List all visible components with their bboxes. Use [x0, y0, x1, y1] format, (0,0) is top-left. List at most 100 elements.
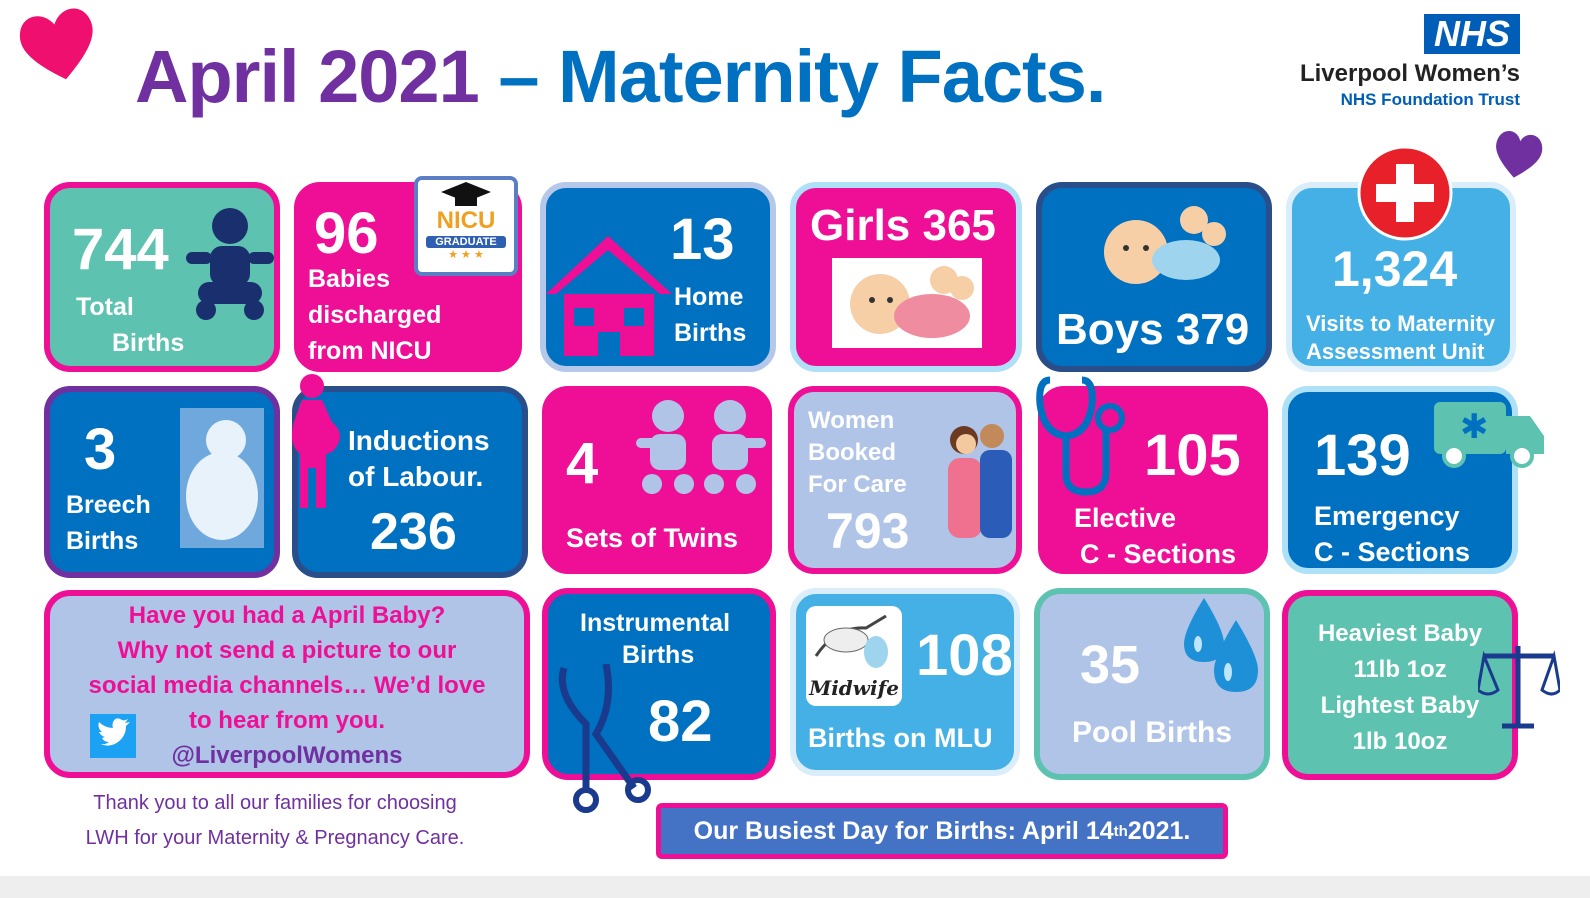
instrumental-card: Instrumental Births 82	[542, 588, 776, 780]
bottom-bar	[0, 876, 1590, 898]
ambulance-icon: ✱	[1434, 402, 1544, 468]
mlu-card: Midwife 108 Births on MLU	[790, 588, 1020, 776]
busiest-sup: th	[1113, 822, 1128, 840]
mau-label: Visits to Maternity	[1306, 311, 1496, 336]
pool-card: 35 Pool Births	[1034, 588, 1270, 780]
pool-label: Pool Births	[1072, 716, 1233, 749]
booked-label: Women	[808, 407, 895, 434]
twitter-icon[interactable]	[90, 714, 136, 758]
pregnant-woman-icon	[291, 374, 340, 508]
breech-card: 3 Breech Births	[44, 386, 280, 578]
elective-label: C - Sections	[1080, 539, 1237, 569]
home-births-label: Home	[674, 283, 744, 311]
total-births-card: 744 Total Births	[44, 182, 280, 372]
nicu-label: from NICU	[308, 337, 432, 365]
total-births-value: 744	[72, 217, 169, 282]
instrumental-value: 82	[648, 689, 713, 754]
busiest-text: Our Busiest Day for Births: April 14	[693, 816, 1114, 845]
message-line: to hear from you.	[188, 707, 386, 734]
breech-label: Breech	[66, 491, 151, 519]
boys-label: Boys 379	[1056, 305, 1250, 354]
water-drops-icon	[1184, 598, 1258, 692]
baby-icon	[186, 208, 274, 320]
booked-value: 793	[826, 503, 910, 559]
home-births-card: 13 Home Births	[540, 182, 776, 372]
busiest-year: 2021.	[1127, 816, 1191, 845]
booked-label: Booked	[808, 439, 897, 466]
instrumental-label: Instrumental	[580, 609, 731, 637]
emergency-label: Emergency	[1314, 501, 1460, 531]
thanks-line: Thank you to all our families for choosi…	[93, 792, 457, 814]
heaviest-label: Heaviest Baby	[1317, 620, 1483, 647]
thanks-line: LWH for your Maternity & Pregnancy Care.	[85, 827, 465, 849]
fetus-icon	[180, 408, 264, 548]
instrumental-label: Births	[622, 641, 695, 669]
social-message-card: Have you had a April Baby? Why not send …	[44, 590, 530, 778]
scales-icon	[1478, 646, 1560, 729]
booked-card: Women Booked For Care 793	[788, 386, 1022, 574]
trust-name: Liverpool Women’s	[1299, 60, 1520, 87]
emergency-value: 139	[1314, 423, 1411, 488]
stethoscope-icon	[1036, 376, 1125, 496]
inductions-card: Inductions of Labour. 236	[292, 386, 528, 578]
elective-value: 105	[1144, 423, 1241, 488]
mlu-label: Births on MLU	[808, 723, 993, 753]
heart-icon	[1496, 131, 1543, 178]
home-births-label: Births	[674, 319, 747, 347]
medical-cross-icon	[1357, 145, 1453, 241]
stork-icon	[814, 614, 888, 668]
emergency-label: C - Sections	[1314, 537, 1471, 567]
trust-subtitle: NHS Foundation Trust	[1340, 90, 1520, 109]
nicu-badge-text: NICU	[436, 207, 496, 234]
house-icon	[546, 236, 672, 356]
title-text: – Maternity Facts.	[498, 35, 1106, 118]
page-title: April 2021 – Maternity Facts.	[135, 34, 1106, 119]
message-line: Why not send a picture to our	[117, 637, 457, 664]
breech-value: 3	[84, 417, 117, 482]
twins-card: 4 Sets of Twins	[542, 386, 772, 574]
inductions-label: Inductions	[348, 425, 490, 456]
elective-card: 105 Elective C - Sections	[1038, 386, 1268, 574]
nicu-value: 96	[314, 201, 379, 266]
girls-card: Girls 365	[790, 182, 1022, 372]
message-line: social media channels… We’d love	[88, 672, 486, 699]
twitter-handle[interactable]: @LiverpoolWomens	[171, 742, 403, 769]
midwife-badge: Midwife	[806, 606, 902, 706]
nicu-label: Babies	[308, 265, 390, 293]
breech-label: Births	[66, 527, 139, 555]
mau-value: 1,324	[1332, 241, 1458, 297]
nhs-logo: NHS	[1424, 14, 1520, 54]
midwife-badge-text: Midwife	[809, 676, 899, 700]
thank-you-note: Thank you to all our families for choosi…	[50, 786, 500, 856]
nicu-graduate-badge: NICU GRADUATE ★ ★ ★	[414, 176, 518, 276]
nicu-badge-sub: GRADUATE	[426, 236, 506, 248]
pool-value: 35	[1080, 635, 1141, 695]
baby-girl-icon	[832, 258, 982, 348]
nicu-card: 96 Babies discharged from NICU	[294, 182, 522, 372]
total-births-label: Births	[112, 329, 185, 357]
total-births-label: Total	[76, 293, 134, 321]
lightest-label: Lightest Baby	[1320, 692, 1480, 719]
nicu-label: discharged	[308, 301, 442, 329]
girls-label: Girls 365	[810, 201, 996, 250]
lightest-value: 1lb 10oz	[1352, 728, 1448, 755]
twins-icon	[636, 400, 766, 494]
inductions-label: of Labour.	[348, 461, 484, 492]
title-month: April 2021	[135, 35, 480, 118]
emergency-card: 139 Emergency C - Sections	[1282, 386, 1518, 574]
twins-label: Sets of Twins	[566, 523, 739, 553]
twins-value: 4	[566, 431, 599, 496]
forceps-icon	[558, 664, 651, 813]
midwife-mother-icon	[948, 424, 1012, 538]
booked-label: For Care	[808, 471, 907, 498]
baby-boy-icon	[1104, 206, 1226, 284]
boys-card: Boys 379	[1036, 182, 1272, 372]
elective-label: Elective	[1074, 503, 1177, 533]
mau-label: Assessment Unit	[1306, 339, 1485, 364]
inductions-value: 236	[370, 503, 457, 561]
mlu-value: 108	[916, 623, 1013, 688]
svg-text:✱: ✱	[1460, 407, 1489, 447]
message-line: Have you had a April Baby?	[128, 602, 446, 629]
home-births-value: 13	[670, 207, 735, 272]
